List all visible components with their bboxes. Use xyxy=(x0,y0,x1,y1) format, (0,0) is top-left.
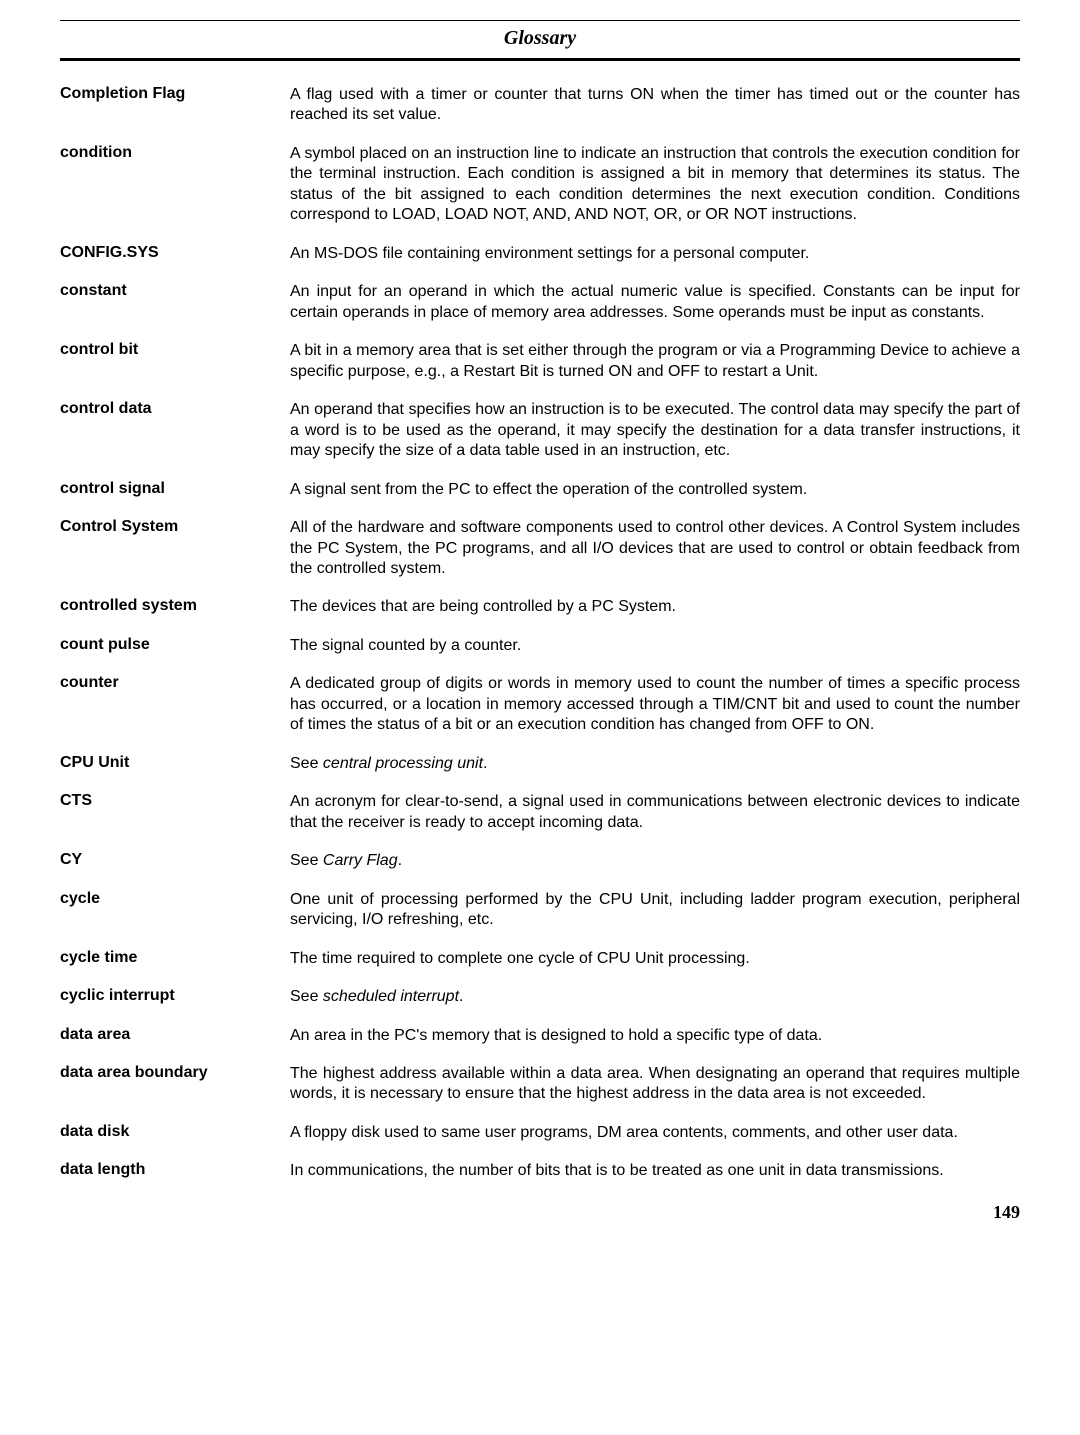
glossary-term: control signal xyxy=(60,480,290,500)
glossary-definition: The highest address available within a d… xyxy=(290,1064,1020,1105)
glossary-term: data area xyxy=(60,1026,290,1046)
glossary-definition: An acronym for clear-to-send, a signal u… xyxy=(290,792,1020,833)
glossary-definition: See central processing unit. xyxy=(290,754,1020,774)
glossary-definition: A signal sent from the PC to effect the … xyxy=(290,480,1020,500)
glossary-definition: See Carry Flag. xyxy=(290,851,1020,871)
glossary-entry: CTSAn acronym for clear-to-send, a signa… xyxy=(60,792,1020,833)
glossary-term: Control System xyxy=(60,518,290,579)
glossary-entry: constantAn input for an operand in which… xyxy=(60,282,1020,323)
glossary-definition: A flag used with a timer or counter that… xyxy=(290,85,1020,126)
glossary-term: data disk xyxy=(60,1123,290,1143)
glossary-definition: An input for an operand in which the act… xyxy=(290,282,1020,323)
glossary-entry: data lengthIn communications, the number… xyxy=(60,1161,1020,1181)
glossary-definition: See scheduled interrupt. xyxy=(290,987,1020,1007)
glossary-term: Completion Flag xyxy=(60,85,290,126)
glossary-entry: CYSee Carry Flag. xyxy=(60,851,1020,871)
glossary-entry: cyclic interruptSee scheduled interrupt. xyxy=(60,987,1020,1007)
glossary-entry: controlled systemThe devices that are be… xyxy=(60,597,1020,617)
page-title: Glossary xyxy=(504,27,576,49)
glossary-term: cycle xyxy=(60,890,290,931)
glossary-term: cycle time xyxy=(60,949,290,969)
glossary-entry: cycle timeThe time required to complete … xyxy=(60,949,1020,969)
glossary-definition: A dedicated group of digits or words in … xyxy=(290,674,1020,735)
glossary-term: CPU Unit xyxy=(60,754,290,774)
glossary-term: control bit xyxy=(60,341,290,382)
glossary-term: constant xyxy=(60,282,290,323)
page-number: 149 xyxy=(60,1202,1020,1223)
glossary-entry: data areaAn area in the PC's memory that… xyxy=(60,1026,1020,1046)
glossary-definition: In communications, the number of bits th… xyxy=(290,1161,1020,1181)
glossary-definition: An area in the PC's memory that is desig… xyxy=(290,1026,1020,1046)
glossary-header: Glossary xyxy=(60,20,1020,61)
glossary-entry: CONFIG.SYSAn MS-DOS file containing envi… xyxy=(60,244,1020,264)
glossary-definition: The time required to complete one cycle … xyxy=(290,949,1020,969)
glossary-entry: conditionA symbol placed on an instructi… xyxy=(60,144,1020,226)
glossary-definition: All of the hardware and software compone… xyxy=(290,518,1020,579)
glossary-definition: A bit in a memory area that is set eithe… xyxy=(290,341,1020,382)
glossary-entry: Control SystemAll of the hardware and so… xyxy=(60,518,1020,579)
glossary-term: controlled system xyxy=(60,597,290,617)
glossary-entry: control bitA bit in a memory area that i… xyxy=(60,341,1020,382)
glossary-entry: CPU UnitSee central processing unit. xyxy=(60,754,1020,774)
glossary-definition: A symbol placed on an instruction line t… xyxy=(290,144,1020,226)
glossary-definition: An MS-DOS file containing environment se… xyxy=(290,244,1020,264)
glossary-definition: A floppy disk used to same user programs… xyxy=(290,1123,1020,1143)
glossary-entry: data area boundaryThe highest address av… xyxy=(60,1064,1020,1105)
glossary-term: data length xyxy=(60,1161,290,1181)
glossary-entry: control dataAn operand that specifies ho… xyxy=(60,400,1020,461)
glossary-term: cyclic interrupt xyxy=(60,987,290,1007)
glossary-term: count pulse xyxy=(60,636,290,656)
glossary-term: counter xyxy=(60,674,290,735)
glossary-entry: cycleOne unit of processing performed by… xyxy=(60,890,1020,931)
glossary-definition: An operand that specifies how an instruc… xyxy=(290,400,1020,461)
glossary-term: CTS xyxy=(60,792,290,833)
glossary-entry: Completion FlagA flag used with a timer … xyxy=(60,85,1020,126)
glossary-definition: The devices that are being controlled by… xyxy=(290,597,1020,617)
glossary-entry: control signalA signal sent from the PC … xyxy=(60,480,1020,500)
glossary-definition: The signal counted by a counter. xyxy=(290,636,1020,656)
glossary-entries: Completion FlagA flag used with a timer … xyxy=(60,85,1020,1182)
glossary-definition: One unit of processing performed by the … xyxy=(290,890,1020,931)
glossary-term: data area boundary xyxy=(60,1064,290,1105)
glossary-term: CONFIG.SYS xyxy=(60,244,290,264)
glossary-term: condition xyxy=(60,144,290,226)
glossary-entry: data diskA floppy disk used to same user… xyxy=(60,1123,1020,1143)
glossary-entry: count pulseThe signal counted by a count… xyxy=(60,636,1020,656)
glossary-term: CY xyxy=(60,851,290,871)
glossary-term: control data xyxy=(60,400,290,461)
glossary-entry: counterA dedicated group of digits or wo… xyxy=(60,674,1020,735)
